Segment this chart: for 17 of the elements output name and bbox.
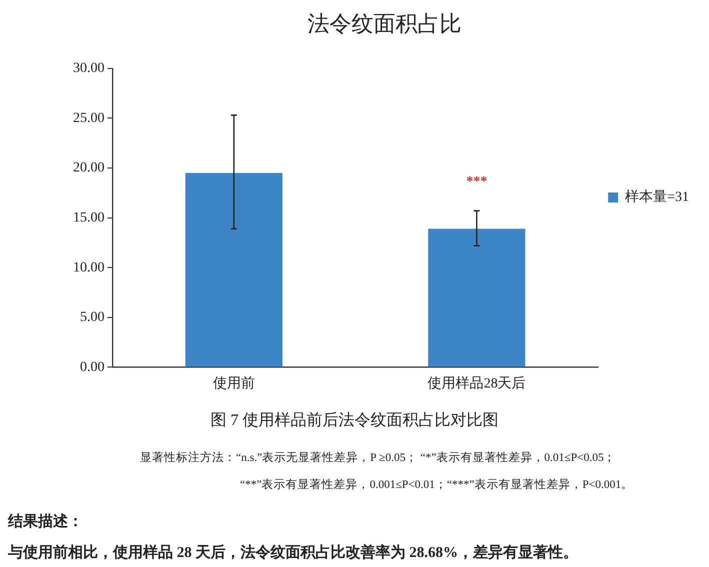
y-tick-label: 20.00 [73, 160, 104, 176]
legend-label: 样本量=31 [625, 189, 690, 206]
y-tick-label: 0.00 [80, 360, 104, 375]
y-tick-label: 10.00 [73, 260, 104, 276]
x-tick-label: 使用前 [212, 375, 255, 392]
annotation: *** [466, 174, 488, 190]
caption: 图 7 使用样品前后法令纹面积占比对比图 [210, 410, 500, 431]
text: “**”表示有显著性差异，0.001≤P<0.01；“***”表示有显著性差异，P<0.001。 [240, 478, 634, 492]
text: 与使用前相比，使用样品 28 天后，法令纹面积占比改善率为 28.68%，差异有显著性。 [8, 543, 578, 562]
y-tick-label: 30.00 [73, 61, 104, 76]
text: 显著性标注方法：“n.s.”表示无显著性差异，P ≥0.05； “*”表示有显著性差异，0.01≤P<0.05； [140, 450, 616, 465]
chart-title: 法令纹面积占比 [308, 10, 462, 36]
text: 结果描述： [8, 512, 83, 531]
y-tick-label: 25.00 [73, 110, 104, 126]
x-tick-label: 使用样品28天后 [428, 375, 526, 392]
y-tick-label: 5.00 [80, 310, 104, 326]
y-tick-label: 15.00 [73, 210, 104, 226]
